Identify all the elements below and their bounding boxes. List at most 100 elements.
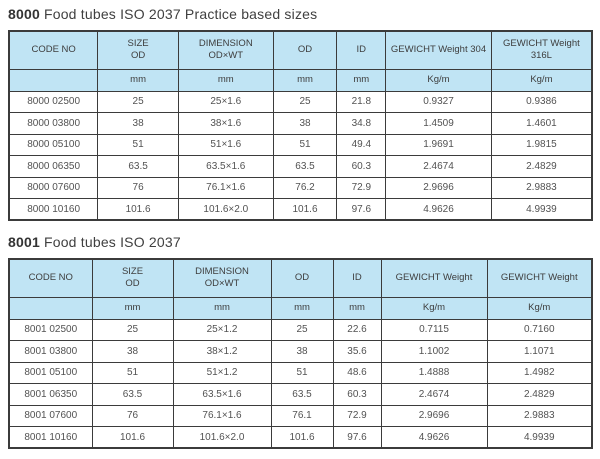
table-cell: 25 — [91, 318, 174, 341]
unit-cell: Kg/m — [385, 68, 492, 92]
catalog-page: 8000 Food tubes ISO 2037 Practice based s… — [8, 6, 593, 449]
unit-cell: Kg/m — [486, 296, 593, 320]
table-cell: 101.6×2.0 — [172, 426, 272, 449]
table-row: 8000 02500 25 25×1.6 25 21.8 0.9327 0.9386 — [8, 90, 593, 113]
table-row: 8000 10160 101.6 101.6×2.0 101.6 97.6 4.9626 4… — [8, 198, 593, 221]
header-row: CODE NO SIZE OD DIMENSION OD×WT OD ID GE… — [8, 258, 593, 298]
table-cell: 22.6 — [332, 318, 382, 341]
table-cell: 2.9696 — [380, 404, 488, 427]
table-cell: 48.6 — [332, 361, 382, 384]
table-row: 8000 06350 63.5 63.5×1.6 63.5 60.3 2.4674 2.48… — [8, 155, 593, 178]
col-header-od: OD — [272, 30, 338, 70]
units-row: mm mm mm mm Kg/m Kg/m — [8, 296, 593, 320]
table-cell: 25 — [270, 318, 334, 341]
table-cell: 1.9815 — [490, 133, 593, 156]
table-8001-body: 8001 02500 25 25×1.2 25 22.6 0.7115 0.7160 8001… — [8, 318, 593, 449]
table-cell: 8001 07600 — [8, 404, 93, 427]
table-cell: 8000 06350 — [8, 155, 99, 178]
table-cell: 101.6 — [272, 198, 338, 221]
col-header-od: OD — [270, 258, 334, 298]
table-cell: 76.1 — [270, 404, 334, 427]
table-cell: 1.4888 — [380, 361, 488, 384]
table-8000-code: 8000 — [8, 6, 40, 22]
table-cell: 101.6 — [270, 426, 334, 449]
table-cell: 1.1002 — [380, 340, 488, 363]
col-header-weight-304: GEWICHT Weight 304 — [385, 30, 492, 70]
table-cell: 2.4829 — [490, 155, 593, 178]
unit-cell: Kg/m — [490, 68, 593, 92]
table-cell: 63.5 — [91, 383, 174, 406]
table-cell: 38 — [97, 112, 179, 135]
unit-cell: Kg/m — [380, 296, 488, 320]
table-cell: 38 — [270, 340, 334, 363]
col-header-size-od: SIZE OD — [97, 30, 179, 70]
table-cell: 2.4829 — [486, 383, 593, 406]
table-8000: CODE NO SIZE OD DIMENSION OD×WT OD ID GE… — [8, 30, 593, 221]
table-cell: 2.9883 — [486, 404, 593, 427]
table-cell: 38×1.6 — [177, 112, 274, 135]
table-row: 8000 07600 76 76.1×1.6 76.2 72.9 2.9696 2.9883 — [8, 176, 593, 199]
table-cell: 34.8 — [336, 112, 387, 135]
units-row: mm mm mm mm Kg/m Kg/m — [8, 68, 593, 92]
table-cell: 38 — [91, 340, 174, 363]
table-cell: 101.6 — [97, 198, 179, 221]
table-cell: 76.1×1.6 — [177, 176, 274, 199]
table-cell: 63.5 — [97, 155, 179, 178]
table-cell: 8000 03800 — [8, 112, 99, 135]
table-cell: 0.9327 — [385, 90, 492, 113]
table-cell: 51×1.2 — [172, 361, 272, 384]
table-cell: 1.9691 — [385, 133, 492, 156]
table-row: 8001 06350 63.5 63.5×1.6 63.5 60.3 2.4674 2.48… — [8, 383, 593, 406]
col-header-weight-2: GEWICHT Weight — [486, 258, 593, 298]
table-cell: 1.4509 — [385, 112, 492, 135]
table-cell: 72.9 — [332, 404, 382, 427]
col-header-code-no: CODE NO — [8, 258, 93, 298]
table-cell: 2.9696 — [385, 176, 492, 199]
table-cell: 76 — [97, 176, 179, 199]
table-row: 8000 03800 38 38×1.6 38 34.8 1.4509 1.4601 — [8, 112, 593, 135]
table-cell: 63.5 — [270, 383, 334, 406]
table-cell: 0.7115 — [380, 318, 488, 341]
table-row: 8001 05100 51 51×1.2 51 48.6 1.4888 1.4982 — [8, 361, 593, 384]
table-8000-title-text: Food tubes ISO 2037 Practice based sizes — [43, 6, 318, 22]
table-cell: 35.6 — [332, 340, 382, 363]
table-cell: 8000 05100 — [8, 133, 99, 156]
table-row: 8001 02500 25 25×1.2 25 22.6 0.7115 0.7160 — [8, 318, 593, 341]
table-cell: 8000 07600 — [8, 176, 99, 199]
table-cell: 1.1071 — [486, 340, 593, 363]
table-cell: 38 — [272, 112, 338, 135]
table-cell: 51×1.6 — [177, 133, 274, 156]
unit-cell: mm — [270, 296, 334, 320]
table-cell: 8000 02500 — [8, 90, 99, 113]
table-cell: 4.9939 — [490, 198, 593, 221]
table-cell: 4.9939 — [486, 426, 593, 449]
unit-cell: mm — [332, 296, 382, 320]
unit-cell: mm — [172, 296, 272, 320]
table-cell: 2.4674 — [380, 383, 488, 406]
table-cell: 25×1.6 — [177, 90, 274, 113]
table-cell: 97.6 — [332, 426, 382, 449]
table-8000-body: 8000 02500 25 25×1.6 25 21.8 0.9327 0.9386 8000… — [8, 90, 593, 221]
unit-cell — [8, 296, 93, 320]
table-cell: 8001 06350 — [8, 383, 93, 406]
table-cell: 0.7160 — [486, 318, 593, 341]
table-cell: 25 — [272, 90, 338, 113]
table-cell: 49.4 — [336, 133, 387, 156]
table-cell: 25×1.2 — [172, 318, 272, 341]
table-cell: 8001 10160 — [8, 426, 93, 449]
table-cell: 8001 03800 — [8, 340, 93, 363]
table-cell: 4.9626 — [380, 426, 488, 449]
col-header-code-no: CODE NO — [8, 30, 99, 70]
table-cell: 2.4674 — [385, 155, 492, 178]
table-cell: 4.9626 — [385, 198, 492, 221]
unit-cell: mm — [97, 68, 179, 92]
table-cell: 38×1.2 — [172, 340, 272, 363]
table-cell: 0.9386 — [490, 90, 593, 113]
table-cell: 101.6 — [91, 426, 174, 449]
table-cell: 76.2 — [272, 176, 338, 199]
col-header-dimension: DIMENSION OD×WT — [177, 30, 274, 70]
table-row: 8001 10160 101.6 101.6×2.0 101.6 97.6 4.9626 4… — [8, 426, 593, 449]
unit-cell: mm — [177, 68, 274, 92]
table-cell: 51 — [97, 133, 179, 156]
table-cell: 97.6 — [336, 198, 387, 221]
